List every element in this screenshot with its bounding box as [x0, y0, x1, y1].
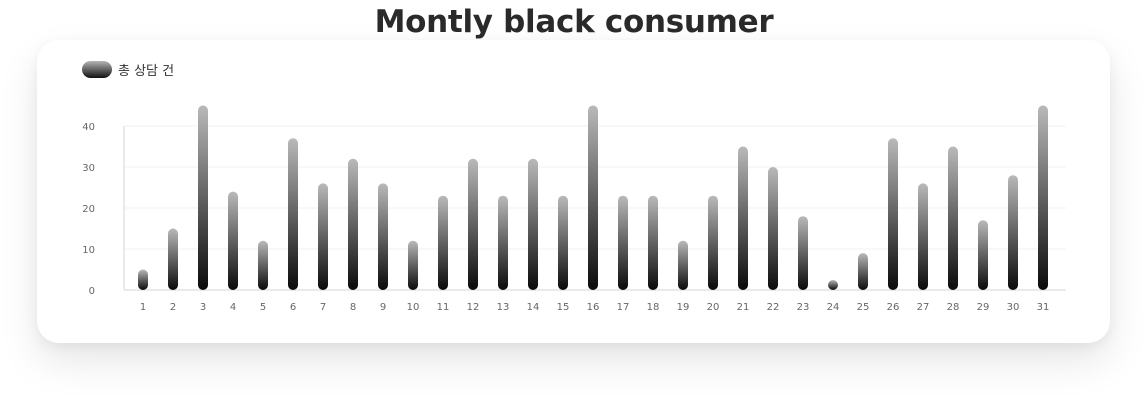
- y-tick-label: 10: [82, 245, 95, 256]
- x-tick-label: 14: [527, 302, 540, 313]
- x-tick-label: 18: [647, 302, 660, 313]
- x-tick-label: 31: [1037, 302, 1050, 313]
- x-tick-label: 23: [797, 302, 810, 313]
- bar-12[interactable]: [468, 158, 478, 290]
- chart-card: [37, 40, 1110, 343]
- x-tick-label: 25: [857, 302, 870, 313]
- bar-4[interactable]: [228, 191, 238, 290]
- axes: [123, 126, 1066, 291]
- x-tick-label: 21: [737, 302, 750, 313]
- x-tick-label: 15: [557, 302, 570, 313]
- bar-2[interactable]: [168, 228, 178, 291]
- x-tick-label: 29: [977, 302, 990, 313]
- x-axis-ticks: 1 2 3 4 5 6 7 8 9 10 11 12 13 14 15 16 17 18 19 20 21 22 23 24 2…: [140, 302, 1050, 313]
- bar-28[interactable]: [948, 146, 958, 291]
- y-axis-ticks: 0 10 20 30 40: [82, 122, 95, 297]
- bar-14[interactable]: [528, 158, 538, 290]
- x-tick-label: 13: [497, 302, 510, 313]
- x-tick-label: 9: [380, 302, 386, 313]
- x-tick-label: 10: [407, 302, 420, 313]
- x-tick-label: 6: [290, 302, 296, 313]
- bar-15[interactable]: [558, 195, 568, 290]
- bar-24[interactable]: [828, 280, 838, 290]
- bar-13[interactable]: [498, 195, 508, 290]
- y-tick-label: 0: [89, 286, 95, 297]
- x-tick-label: 8: [350, 302, 356, 313]
- bar-29[interactable]: [978, 220, 988, 290]
- bar-6[interactable]: [288, 138, 298, 290]
- x-tick-label: 24: [827, 302, 840, 313]
- y-tick-label: 30: [82, 163, 95, 174]
- bar-27[interactable]: [918, 183, 928, 290]
- x-tick-label: 28: [947, 302, 960, 313]
- x-tick-label: 27: [917, 302, 930, 313]
- x-tick-label: 19: [677, 302, 690, 313]
- y-tick-label: 40: [82, 122, 95, 133]
- x-tick-label: 22: [767, 302, 780, 313]
- bar-26[interactable]: [888, 138, 898, 290]
- bar-31[interactable]: [1038, 105, 1048, 291]
- bar-16[interactable]: [588, 105, 598, 291]
- bar-19[interactable]: [678, 240, 688, 290]
- bar-18[interactable]: [648, 195, 658, 290]
- x-tick-label: 12: [467, 302, 480, 313]
- y-tick-label: 20: [82, 204, 95, 215]
- bar-5[interactable]: [258, 240, 268, 290]
- legend-label: 총 상담 건: [118, 64, 175, 79]
- legend[interactable]: 총 상담 건: [82, 60, 174, 79]
- bar-30[interactable]: [1008, 175, 1018, 290]
- bar-11[interactable]: [438, 195, 448, 290]
- bars: [138, 105, 1048, 291]
- x-tick-label: 4: [230, 302, 236, 313]
- bar-10[interactable]: [408, 240, 418, 290]
- bar-17[interactable]: [618, 195, 628, 290]
- x-tick-label: 20: [707, 302, 720, 313]
- bar-7[interactable]: [318, 183, 328, 290]
- bar-22[interactable]: [768, 167, 778, 290]
- bar-8[interactable]: [348, 158, 358, 290]
- bar-3[interactable]: [198, 105, 208, 291]
- bar-9[interactable]: [378, 183, 388, 290]
- x-tick-label: 17: [617, 302, 630, 313]
- bar-21[interactable]: [738, 146, 748, 291]
- x-tick-label: 3: [200, 302, 206, 313]
- x-tick-label: 11: [437, 302, 450, 313]
- x-tick-label: 7: [320, 302, 326, 313]
- legend-swatch: [82, 61, 112, 78]
- chart-title: Montly black consumer: [374, 4, 774, 40]
- bar-20[interactable]: [708, 195, 718, 290]
- x-tick-label: 26: [887, 302, 900, 313]
- x-tick-label: 30: [1007, 302, 1020, 313]
- x-tick-label: 2: [170, 302, 176, 313]
- bar-1[interactable]: [138, 269, 148, 291]
- x-tick-label: 1: [140, 302, 146, 313]
- bar-23[interactable]: [798, 216, 808, 290]
- x-tick-label: 5: [260, 302, 266, 313]
- bar-25[interactable]: [858, 253, 868, 290]
- x-tick-label: 16: [587, 302, 600, 313]
